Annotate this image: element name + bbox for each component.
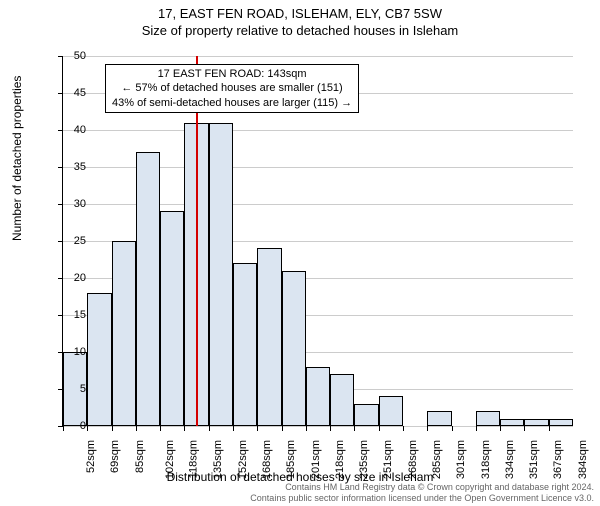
xtick-mark xyxy=(160,426,161,431)
histogram-bar xyxy=(136,152,160,426)
xtick-label: 301sqm xyxy=(455,440,467,479)
ytick-mark xyxy=(58,56,63,57)
xtick-mark xyxy=(427,426,428,431)
xtick-mark xyxy=(112,426,113,431)
xtick-mark xyxy=(500,426,501,431)
xtick-mark xyxy=(476,426,477,431)
xtick-mark xyxy=(209,426,210,431)
xtick-mark xyxy=(87,426,88,431)
xtick-mark xyxy=(403,426,404,431)
chart-title-sub: Size of property relative to detached ho… xyxy=(0,23,600,38)
ytick-label: 35 xyxy=(74,161,86,173)
footer-attribution: Contains HM Land Registry data © Crown c… xyxy=(250,482,594,504)
xtick-label: 251sqm xyxy=(383,440,395,479)
histogram-bar xyxy=(112,241,136,426)
chart-plot-area: 17 EAST FEN ROAD: 143sqm ← 57% of detach… xyxy=(62,56,573,427)
xtick-label: 367sqm xyxy=(553,440,565,479)
xtick-label: 152sqm xyxy=(237,440,249,479)
ytick-label: 20 xyxy=(74,272,86,284)
histogram-bar xyxy=(427,411,451,426)
xtick-mark xyxy=(524,426,525,431)
ytick-mark xyxy=(58,167,63,168)
annotation-line3: 43% of semi-detached houses are larger (… xyxy=(112,96,352,110)
annotation-box: 17 EAST FEN ROAD: 143sqm ← 57% of detach… xyxy=(105,64,359,113)
ytick-label: 50 xyxy=(74,50,86,62)
xtick-label: 135sqm xyxy=(213,440,225,479)
xtick-label: 185sqm xyxy=(285,440,297,479)
ytick-label: 30 xyxy=(74,198,86,210)
xtick-mark xyxy=(354,426,355,431)
ytick-label: 0 xyxy=(80,420,86,432)
histogram-bar xyxy=(282,271,306,426)
ytick-mark xyxy=(58,93,63,94)
xtick-mark xyxy=(63,426,64,431)
ytick-label: 5 xyxy=(80,383,86,395)
ytick-mark xyxy=(58,130,63,131)
annotation-line2: ← 57% of detached houses are smaller (15… xyxy=(112,81,352,95)
histogram-bar xyxy=(500,419,524,426)
histogram-bar xyxy=(476,411,500,426)
xtick-mark xyxy=(257,426,258,431)
xtick-mark xyxy=(233,426,234,431)
histogram-bar xyxy=(233,263,257,426)
gridline xyxy=(63,426,573,427)
ytick-mark xyxy=(58,278,63,279)
y-axis-label: Number of detached properties xyxy=(10,76,24,241)
xtick-label: 118sqm xyxy=(187,440,199,478)
xtick-label: 285sqm xyxy=(431,440,443,479)
chart-title-main: 17, EAST FEN ROAD, ISLEHAM, ELY, CB7 5SW xyxy=(0,6,600,21)
xtick-label: 218sqm xyxy=(334,440,346,479)
ytick-label: 25 xyxy=(74,235,86,247)
gridline xyxy=(63,130,573,131)
histogram-bar xyxy=(257,248,281,426)
xtick-label: 201sqm xyxy=(310,440,322,479)
xtick-label: 69sqm xyxy=(109,440,121,473)
histogram-bar xyxy=(330,374,354,426)
xtick-mark xyxy=(379,426,380,431)
ytick-mark xyxy=(58,241,63,242)
histogram-bar xyxy=(209,123,233,426)
xtick-label: 85sqm xyxy=(134,440,146,473)
ytick-mark xyxy=(58,204,63,205)
xtick-mark xyxy=(184,426,185,431)
xtick-mark xyxy=(452,426,453,431)
histogram-bar xyxy=(379,396,403,426)
ytick-label: 10 xyxy=(74,346,86,358)
xtick-mark xyxy=(330,426,331,431)
footer-line1: Contains HM Land Registry data © Crown c… xyxy=(250,482,594,493)
footer-line2: Contains public sector information licen… xyxy=(250,493,594,504)
ytick-label: 45 xyxy=(74,87,86,99)
ytick-label: 15 xyxy=(74,309,86,321)
xtick-mark xyxy=(549,426,550,431)
gridline xyxy=(63,56,573,57)
xtick-label: 268sqm xyxy=(407,440,419,479)
histogram-bar xyxy=(524,419,548,426)
xtick-label: 351sqm xyxy=(528,440,540,479)
histogram-bar xyxy=(87,293,111,426)
xtick-label: 102sqm xyxy=(164,440,176,479)
histogram-bar xyxy=(306,367,330,426)
ytick-label: 40 xyxy=(74,124,86,136)
xtick-label: 235sqm xyxy=(358,440,370,479)
histogram-bar xyxy=(549,419,573,426)
xtick-mark xyxy=(282,426,283,431)
histogram-bar xyxy=(160,211,184,426)
xtick-mark xyxy=(306,426,307,431)
xtick-label: 334sqm xyxy=(504,440,516,479)
xtick-mark xyxy=(136,426,137,431)
xtick-label: 168sqm xyxy=(261,440,273,479)
xtick-label: 384sqm xyxy=(577,440,589,479)
annotation-line1: 17 EAST FEN ROAD: 143sqm xyxy=(112,67,352,81)
ytick-mark xyxy=(58,315,63,316)
xtick-label: 52sqm xyxy=(85,440,97,473)
xtick-label: 318sqm xyxy=(480,440,492,479)
histogram-bar xyxy=(354,404,378,426)
